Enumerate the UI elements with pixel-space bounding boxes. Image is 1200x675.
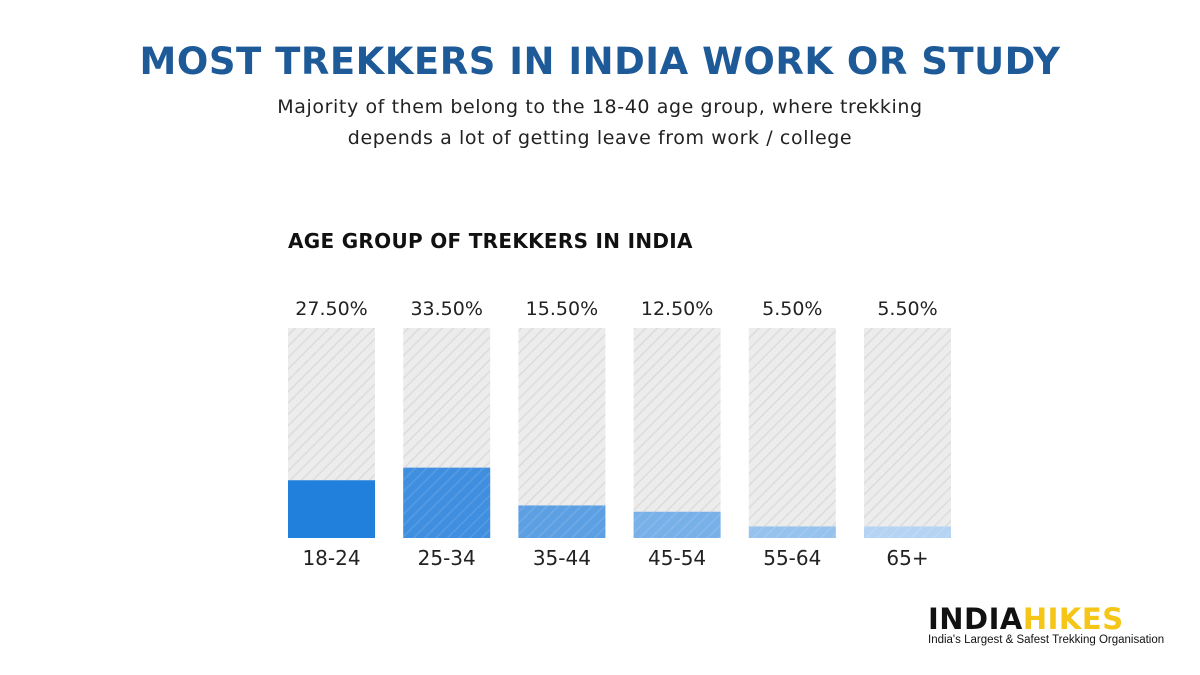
bar-texture — [403, 467, 491, 538]
logo-wordmark: INDIAHIKES — [928, 603, 1173, 635]
logo-tagline: India's Largest & Safest Trekking Organi… — [928, 634, 1165, 646]
bar-track — [864, 328, 951, 538]
bar-texture — [748, 526, 836, 538]
x-tick-label: 35-44 — [533, 546, 591, 570]
logo-hikes-text: HIKES — [1022, 602, 1124, 636]
bar-texture — [518, 505, 606, 538]
data-label: 5.50% — [762, 298, 822, 320]
logo-india-text: INDIA — [928, 602, 1023, 636]
subtitle-line-1: Majority of them belong to the 18-40 age… — [277, 96, 923, 118]
indiahikes-logo: INDIAHIKES India's Largest & Safest Trek… — [928, 603, 1173, 646]
x-tick-label: 65+ — [886, 546, 928, 570]
data-label: 12.50% — [641, 298, 713, 320]
data-label: 15.50% — [526, 298, 598, 320]
x-tick-label: 45-54 — [648, 546, 706, 570]
data-label: 5.50% — [877, 298, 937, 320]
subtitle-line-2: depends a lot of getting leave from work… — [347, 127, 853, 149]
page-subtitle: Majority of them belong to the 18-40 age… — [0, 92, 1200, 154]
bar-texture — [864, 526, 951, 538]
data-label: 33.50% — [410, 298, 482, 320]
data-label: 27.50% — [295, 298, 367, 320]
bar-track — [748, 328, 836, 538]
bar — [288, 480, 375, 538]
chart-title: AGE GROUP OF TREKKERS IN INDIA — [288, 229, 693, 253]
x-tick-label: 18-24 — [302, 546, 360, 570]
x-tick-label: 55-64 — [763, 546, 821, 570]
x-tick-label: 25-34 — [418, 546, 476, 570]
bar-texture — [633, 511, 721, 538]
page-title: MOST TREKKERS IN INDIA WORK OR STUDY — [139, 40, 1061, 83]
bar-track — [633, 328, 721, 538]
bar-track — [518, 328, 606, 538]
